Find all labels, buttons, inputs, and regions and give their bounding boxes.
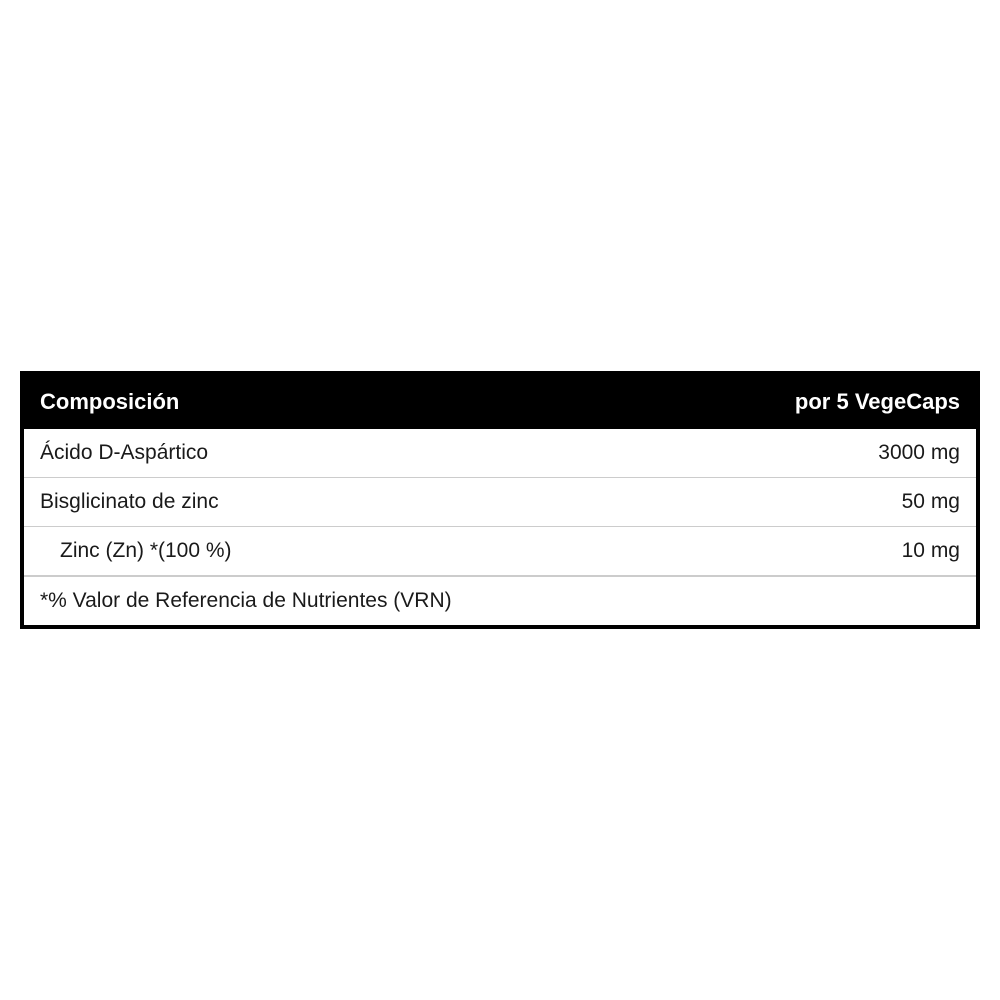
row-name: Zinc (Zn) *(100 %) — [40, 539, 902, 563]
table-row: Bisglicinato de zinc 50 mg — [24, 478, 976, 527]
row-value: 10 mg — [902, 539, 960, 563]
footer-text: *% Valor de Referencia de Nutrientes (VR… — [40, 589, 452, 612]
row-value: 50 mg — [902, 490, 960, 514]
table-header: Composición por 5 VegeCaps — [24, 375, 976, 429]
table-row: Ácido D-Aspártico 3000 mg — [24, 429, 976, 478]
row-name: Ácido D-Aspártico — [40, 441, 878, 465]
row-value: 3000 mg — [878, 441, 960, 465]
header-left: Composición — [40, 389, 179, 415]
table-body: Ácido D-Aspártico 3000 mg Bisglicinato d… — [24, 429, 976, 625]
composition-table: Composición por 5 VegeCaps Ácido D-Aspár… — [20, 371, 980, 629]
table-row: Zinc (Zn) *(100 %) 10 mg — [24, 527, 976, 576]
header-right: por 5 VegeCaps — [795, 389, 960, 415]
table-footer: *% Valor de Referencia de Nutrientes (VR… — [24, 576, 976, 625]
row-name: Bisglicinato de zinc — [40, 490, 902, 514]
